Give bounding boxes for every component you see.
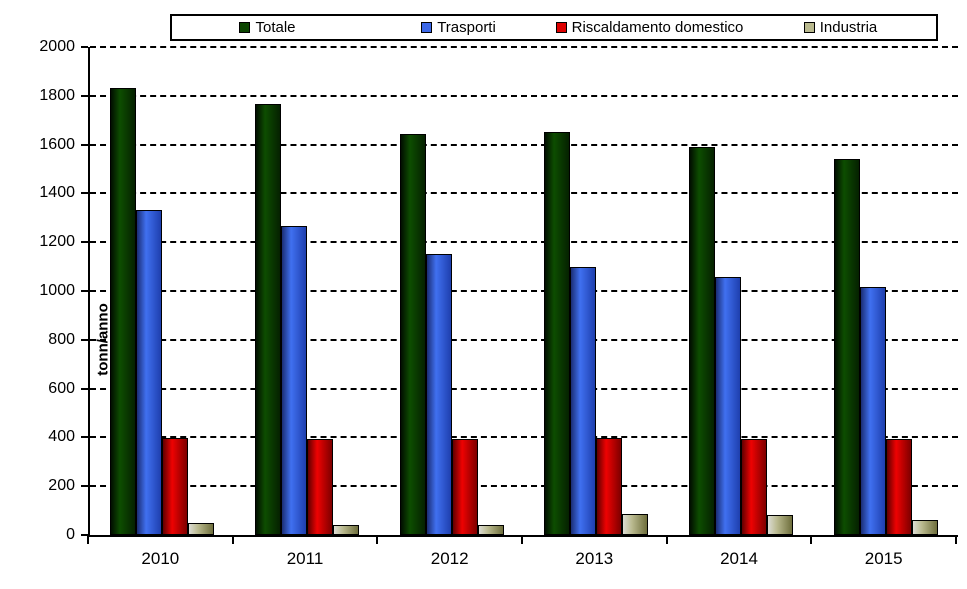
bar-trasporti-2013 — [570, 266, 597, 535]
x-category-label-2015: 2015 — [864, 549, 903, 568]
legend-swatch-totale — [239, 22, 251, 33]
x-tick-5 — [810, 535, 813, 544]
legend-label: Riscaldamento domestico — [571, 19, 744, 36]
gridline-1000 — [90, 290, 958, 292]
bar-trasporti-2011 — [281, 226, 307, 535]
gridline-800 — [90, 338, 958, 341]
bar-totale-2011 — [255, 104, 281, 535]
x-tick-1 — [231, 535, 234, 544]
bar-totale-2013 — [544, 132, 571, 535]
y-tick-2000 — [81, 46, 88, 48]
legend-swatch-industria — [803, 22, 815, 33]
y-tick-label-600: 600 — [48, 379, 75, 397]
legend-item-industria: Industria — [745, 19, 936, 36]
gridline-1800 — [90, 94, 958, 97]
y-tick-1600 — [81, 143, 88, 146]
legend-item-trasporti: Trasporti — [363, 19, 554, 36]
bar-riscaldamento-domestico-2011 — [307, 438, 333, 535]
gridline-1200 — [90, 241, 958, 244]
x-tick-2 — [376, 535, 379, 544]
chart-legend: Totale Trasporti Riscaldamento domestico In… — [170, 14, 938, 41]
bar-industria-2015 — [911, 519, 938, 535]
bar-industria-2012 — [477, 524, 504, 535]
x-tick-6 — [955, 535, 957, 544]
x-category-label-2013: 2013 — [575, 549, 614, 568]
y-tick-600 — [81, 387, 88, 390]
bar-trasporti-2010 — [136, 210, 163, 535]
y-tick-label-400: 400 — [48, 428, 75, 446]
gridline-1400 — [90, 192, 958, 195]
y-tick-label-200: 200 — [48, 477, 75, 495]
y-tick-label-1800: 1800 — [39, 86, 75, 104]
bar-totale-2012 — [399, 133, 426, 535]
bar-trasporti-2015 — [859, 287, 886, 535]
gridline-600 — [90, 387, 958, 390]
y-tick-200 — [81, 485, 88, 488]
x-category-label-2010: 2010 — [141, 549, 180, 568]
y-tick-400 — [81, 436, 88, 439]
x-tick-3 — [521, 535, 523, 544]
bar-totale-2010 — [110, 88, 137, 535]
bar-totale-2014 — [689, 147, 715, 535]
bar-totale-2015 — [833, 159, 860, 535]
y-tick-0 — [81, 534, 88, 536]
y-tick-label-0: 0 — [66, 526, 75, 543]
gridline-2000 — [90, 46, 958, 48]
x-tick-4 — [665, 535, 668, 544]
bar-industria-2011 — [333, 525, 359, 535]
bar-industria-2013 — [622, 513, 649, 535]
bar-industria-2010 — [188, 523, 215, 535]
legend-label: Industria — [819, 19, 878, 36]
bar-riscaldamento-domestico-2013 — [596, 437, 623, 535]
y-tick-label-2000: 2000 — [39, 38, 75, 55]
bar-riscaldamento-domestico-2010 — [162, 437, 189, 535]
y-tick-label-1400: 1400 — [39, 184, 75, 202]
legend-label: Trasporti — [437, 19, 496, 36]
bar-riscaldamento-domestico-2015 — [885, 439, 912, 535]
y-tick-1800 — [81, 94, 88, 97]
x-category-label-2012: 2012 — [430, 549, 469, 568]
plot-area: tonn/anno — [88, 46, 958, 537]
y-tick-800 — [81, 338, 88, 341]
legend-label: Totale — [255, 19, 296, 36]
gridline-400 — [90, 436, 958, 439]
bar-industria-2014 — [767, 515, 793, 535]
y-tick-label-1600: 1600 — [39, 135, 75, 153]
y-tick-1400 — [81, 192, 88, 195]
y-tick-label-800: 800 — [48, 330, 75, 348]
legend-swatch-trasporti — [421, 22, 433, 33]
x-category-label-2011: 2011 — [286, 549, 324, 568]
x-category-label-2014: 2014 — [720, 549, 758, 568]
legend-swatch-riscaldamento-domestico — [555, 22, 567, 33]
bar-trasporti-2012 — [425, 254, 452, 535]
bar-trasporti-2014 — [715, 277, 741, 535]
x-tick-0 — [87, 535, 89, 544]
y-tick-1000 — [81, 290, 88, 292]
legend-item-totale: Totale — [172, 19, 363, 36]
bar-riscaldamento-domestico-2014 — [741, 439, 767, 535]
gridline-200 — [90, 485, 958, 488]
bar-riscaldamento-domestico-2012 — [451, 439, 478, 535]
legend-item-riscaldamento-domestico: Riscaldamento domestico — [554, 19, 745, 36]
y-tick-label-1000: 1000 — [39, 282, 75, 299]
y-tick-1200 — [81, 241, 88, 244]
gridline-1600 — [90, 143, 958, 146]
y-tick-label-1200: 1200 — [39, 233, 75, 251]
